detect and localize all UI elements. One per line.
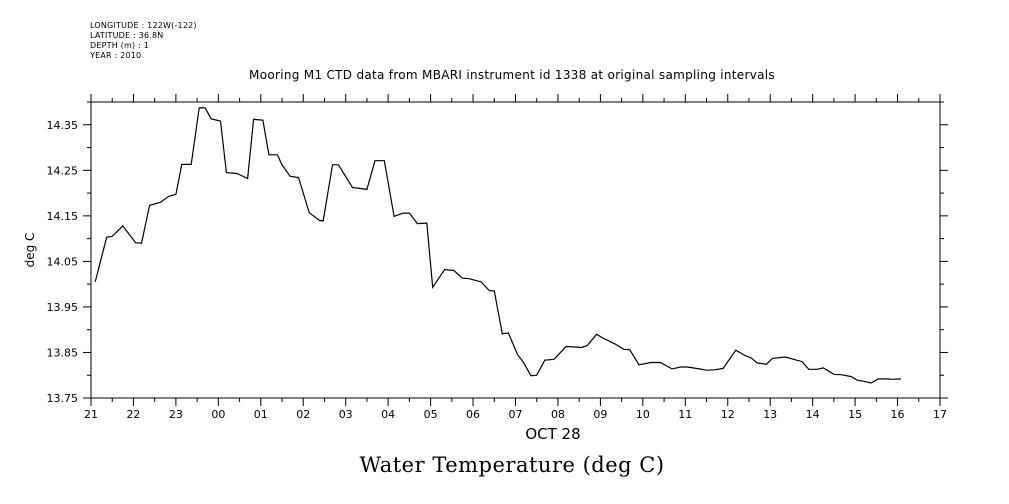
x-tick-label: 14: [806, 408, 820, 421]
x-tick-label: 11: [678, 408, 692, 421]
y-tick-label: 13.95: [47, 301, 79, 314]
x-tick-label: 15: [848, 408, 862, 421]
x-tick-label: 21: [84, 408, 98, 421]
x-tick-label: 00: [211, 408, 225, 421]
x-tick-label: 16: [891, 408, 905, 421]
longitude-label: LONGITUDE : 122W(-122): [90, 21, 197, 30]
chart-title: Mooring M1 CTD data from MBARI instrumen…: [249, 68, 775, 82]
x-tick-label: 04: [381, 408, 395, 421]
y-tick-label: 14.15: [47, 210, 79, 223]
y-tick-label: 14.25: [47, 164, 79, 177]
axis-ticks: [83, 94, 948, 406]
latitude-label: LATITUDE : 36.8N: [90, 31, 164, 40]
metadata-block: LONGITUDE : 122W(-122) LATITUDE : 36.8N …: [90, 21, 197, 61]
x-tick-label: 22: [126, 408, 140, 421]
x-tick-label: 10: [636, 408, 650, 421]
x-axis-label: OCT 28: [525, 425, 580, 443]
depth-label: DEPTH (m) : 1: [90, 41, 149, 50]
x-tick-label: 08: [551, 408, 565, 421]
y-tick-label: 13.75: [47, 392, 79, 405]
y-tick-label: 14.35: [47, 119, 79, 132]
x-tick-label: 13: [763, 408, 777, 421]
x-tick-label: 02: [296, 408, 310, 421]
x-tick-label: 23: [169, 408, 183, 421]
x-tick-label: 07: [509, 408, 523, 421]
x-tick-label: 06: [466, 408, 480, 421]
series-line: [94, 107, 901, 384]
y-tick-label: 14.05: [47, 255, 79, 268]
y-tick-label: 13.85: [47, 346, 79, 359]
x-tick-label: 12: [721, 408, 735, 421]
y-axis-label: deg C: [23, 233, 37, 268]
x-tick-label: 09: [593, 408, 607, 421]
plot-frame: [90, 101, 941, 399]
x-tick-label: 01: [254, 408, 268, 421]
x-tick-label: 05: [424, 408, 438, 421]
x-tick-label: 03: [339, 408, 353, 421]
axis-tick-labels: 21 22 23 00 01 02 03 04 05 06 07 08 09 10 11 12 13 14 15 16…: [47, 119, 948, 421]
year-label: YEAR : 2010: [90, 51, 142, 60]
footer-title: Water Temperature (deg C): [359, 453, 665, 477]
x-tick-label: 17: [933, 408, 947, 421]
